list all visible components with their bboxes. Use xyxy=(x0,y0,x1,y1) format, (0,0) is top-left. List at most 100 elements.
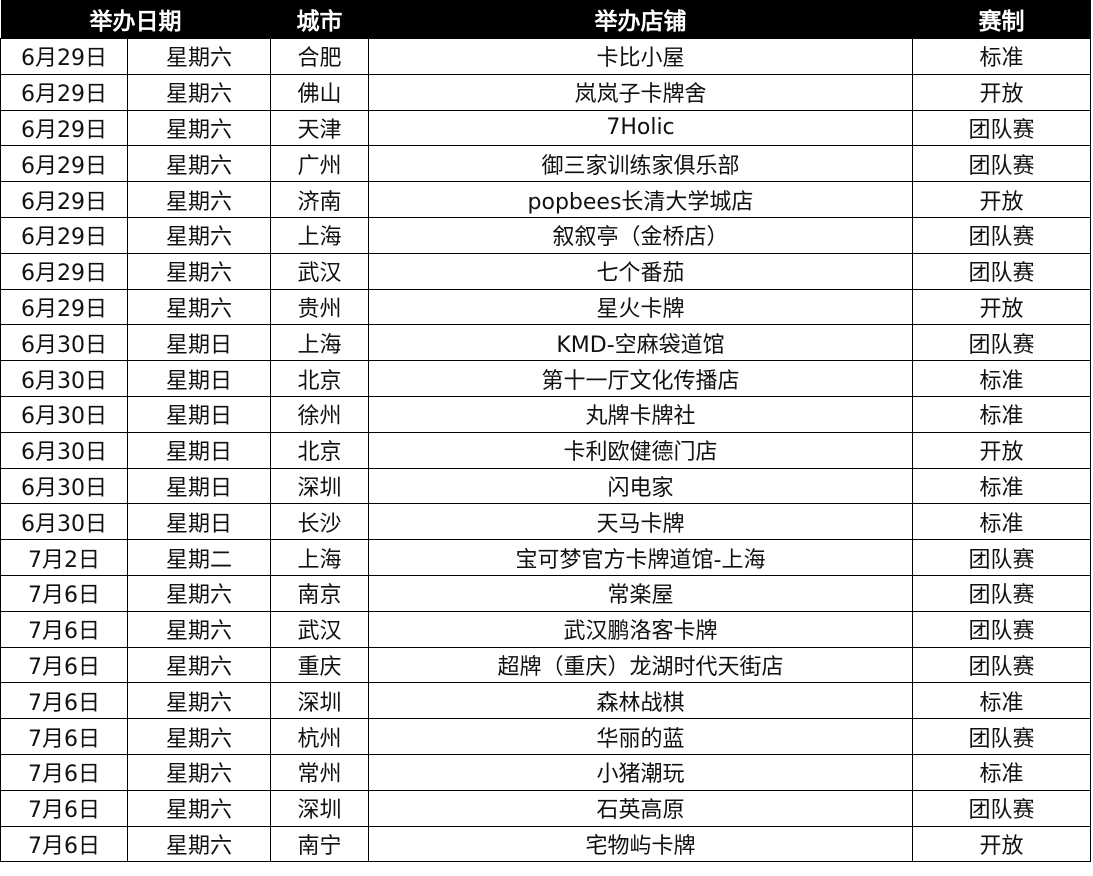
store-cell: 天马卡牌 xyxy=(368,503,913,541)
city-cell: 常州 xyxy=(270,753,369,791)
header-cell: 举办店铺 xyxy=(368,0,913,39)
store-cell: 御三家训练家俱乐部 xyxy=(368,145,913,183)
weekday-cell: 星期六 xyxy=(127,610,271,648)
format-cell: 团队赛 xyxy=(912,216,1091,254)
date-cell: 6月29日 xyxy=(0,73,128,111)
city-cell: 重庆 xyxy=(270,646,369,684)
weekday-cell: 星期六 xyxy=(127,181,271,218)
format-cell: 团队赛 xyxy=(912,718,1091,755)
date-cell: 6月30日 xyxy=(0,431,128,469)
date-cell: 7月6日 xyxy=(0,682,128,720)
date-cell: 6月30日 xyxy=(0,503,128,541)
store-cell: 石英高原 xyxy=(368,789,913,827)
city-cell: 杭州 xyxy=(270,718,369,755)
city-cell: 南京 xyxy=(270,574,369,612)
table-row: 6月29日 星期六 合肥 卡比小屋 标准 xyxy=(0,38,1091,75)
table-row: 6月29日 星期六 济南 popbees长清大学城店 开放 xyxy=(0,181,1091,218)
city-cell: 贵州 xyxy=(270,288,369,326)
weekday-cell: 星期六 xyxy=(127,753,271,791)
format-cell: 开放 xyxy=(912,73,1091,111)
date-cell: 7月6日 xyxy=(0,789,128,827)
city-cell: 天津 xyxy=(270,109,369,147)
format-cell: 团队赛 xyxy=(912,610,1091,648)
weekday-cell: 星期六 xyxy=(127,216,271,254)
table-row: 6月29日 星期六 上海 叙叙亭（金桥店） 团队赛 xyxy=(0,216,1091,254)
city-cell: 武汉 xyxy=(270,252,369,290)
format-cell: 团队赛 xyxy=(912,145,1091,183)
table-row: 6月30日 星期日 北京 第十一厅文化传播店 标准 xyxy=(0,360,1091,397)
store-cell: 森林战棋 xyxy=(368,682,913,720)
table-row: 7月2日 星期二 上海 宝可梦官方卡牌道馆-上海 团队赛 xyxy=(0,539,1091,576)
format-cell: 团队赛 xyxy=(912,324,1091,362)
city-cell: 上海 xyxy=(270,324,369,362)
weekday-cell: 星期日 xyxy=(127,431,271,469)
table-row: 7月6日 星期六 武汉 武汉鹏洛客卡牌 团队赛 xyxy=(0,610,1091,648)
header-cell: 举办日期 xyxy=(0,0,271,39)
table-row: 6月30日 星期日 徐州 丸牌卡牌社 标准 xyxy=(0,395,1091,433)
city-cell: 北京 xyxy=(270,431,369,469)
store-cell: 卡利欧健德门店 xyxy=(368,431,913,469)
format-cell: 团队赛 xyxy=(912,789,1091,827)
table-row: 6月30日 星期日 深圳 闪电家 标准 xyxy=(0,467,1091,505)
store-cell: 武汉鹏洛客卡牌 xyxy=(368,610,913,648)
date-cell: 7月6日 xyxy=(0,753,128,791)
table-row: 6月30日 星期日 北京 卡利欧健德门店 开放 xyxy=(0,431,1091,469)
format-cell: 标准 xyxy=(912,38,1091,75)
format-cell: 开放 xyxy=(912,288,1091,326)
city-cell: 上海 xyxy=(270,216,369,254)
store-cell: 华丽的蓝 xyxy=(368,718,913,755)
weekday-cell: 星期日 xyxy=(127,360,271,397)
date-cell: 6月30日 xyxy=(0,360,128,397)
weekday-cell: 星期六 xyxy=(127,646,271,684)
weekday-cell: 星期二 xyxy=(127,539,271,576)
store-cell: 丸牌卡牌社 xyxy=(368,395,913,433)
date-cell: 6月29日 xyxy=(0,109,128,147)
date-cell: 7月6日 xyxy=(0,646,128,684)
store-cell: 小猪潮玩 xyxy=(368,753,913,791)
weekday-cell: 星期六 xyxy=(127,789,271,827)
table-row: 7月6日 星期六 深圳 石英高原 团队赛 xyxy=(0,789,1091,827)
store-cell: 超牌（重庆）龙湖时代天街店 xyxy=(368,646,913,684)
city-cell: 南宁 xyxy=(270,825,369,863)
city-cell: 佛山 xyxy=(270,73,369,111)
weekday-cell: 星期六 xyxy=(127,145,271,183)
format-cell: 团队赛 xyxy=(912,539,1091,576)
weekday-cell: 星期六 xyxy=(127,252,271,290)
date-cell: 6月29日 xyxy=(0,38,128,75)
store-cell: 宝可梦官方卡牌道馆-上海 xyxy=(368,539,913,576)
city-cell: 深圳 xyxy=(270,467,369,505)
format-cell: 标准 xyxy=(912,682,1091,720)
header-row: 举办日期 城市 举办店铺 赛制 xyxy=(0,0,1091,39)
table-row: 7月6日 星期六 南宁 宅物屿卡牌 开放 xyxy=(0,825,1091,863)
store-cell: 宅物屿卡牌 xyxy=(368,825,913,863)
table-row: 7月6日 星期六 杭州 华丽的蓝 团队赛 xyxy=(0,718,1091,755)
format-cell: 标准 xyxy=(912,753,1091,791)
table-row: 7月6日 星期六 常州 小猪潮玩 标准 xyxy=(0,753,1091,791)
date-cell: 7月2日 xyxy=(0,539,128,576)
city-cell: 长沙 xyxy=(270,503,369,541)
store-cell: 常楽屋 xyxy=(368,574,913,612)
table-row: 6月30日 星期日 长沙 天马卡牌 标准 xyxy=(0,503,1091,541)
store-cell: 闪电家 xyxy=(368,467,913,505)
city-cell: 上海 xyxy=(270,539,369,576)
date-cell: 6月29日 xyxy=(0,288,128,326)
weekday-cell: 星期六 xyxy=(127,38,271,75)
weekday-cell: 星期日 xyxy=(127,395,271,433)
city-cell: 深圳 xyxy=(270,789,369,827)
format-cell: 标准 xyxy=(912,360,1091,397)
store-cell: 7Holic xyxy=(368,109,913,147)
weekday-cell: 星期六 xyxy=(127,718,271,755)
weekday-cell: 星期六 xyxy=(127,825,271,863)
weekday-cell: 星期六 xyxy=(127,73,271,111)
date-cell: 6月30日 xyxy=(0,467,128,505)
format-cell: 标准 xyxy=(912,503,1091,541)
format-cell: 标准 xyxy=(912,395,1091,433)
store-cell: 第十一厅文化传播店 xyxy=(368,360,913,397)
date-cell: 7月6日 xyxy=(0,825,128,863)
date-cell: 6月30日 xyxy=(0,324,128,362)
store-cell: 叙叙亭（金桥店） xyxy=(368,216,913,254)
weekday-cell: 星期日 xyxy=(127,467,271,505)
city-cell: 武汉 xyxy=(270,610,369,648)
